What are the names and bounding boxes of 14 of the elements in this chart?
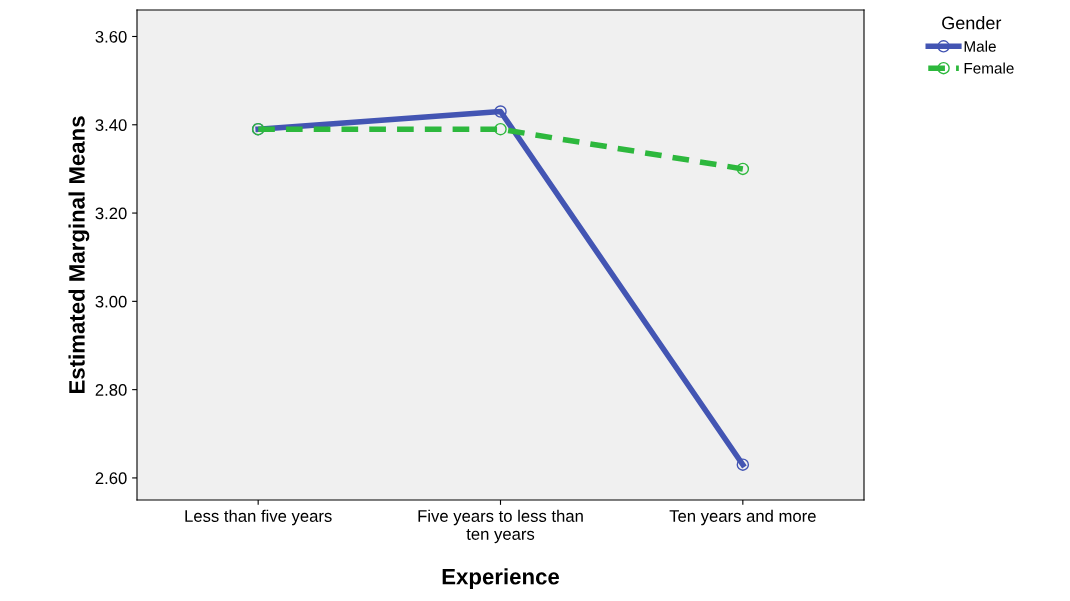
- x-tick-label: Less than five years: [185, 509, 332, 526]
- legend-title: Gender: [942, 16, 1002, 30]
- legend-label: Female: [964, 62, 1014, 74]
- y-tick-label: 2.80: [95, 384, 127, 396]
- x-tick-label: Ten years and more: [669, 509, 816, 526]
- y-tick-label: 3.20: [95, 207, 127, 220]
- y-tick-label: 2.60: [95, 472, 127, 485]
- y-tick-label: 3.40: [95, 119, 127, 131]
- y-tick-label: 3.00: [95, 295, 127, 308]
- x-tick-label: Five years to less than ten years: [418, 509, 583, 544]
- y-axis-title: Estimated Marginal Means: [68, 116, 90, 394]
- y-tick-label: 3.60: [95, 30, 127, 43]
- legend-label: Male: [964, 40, 996, 52]
- x-axis-title: Experience: [442, 568, 560, 589]
